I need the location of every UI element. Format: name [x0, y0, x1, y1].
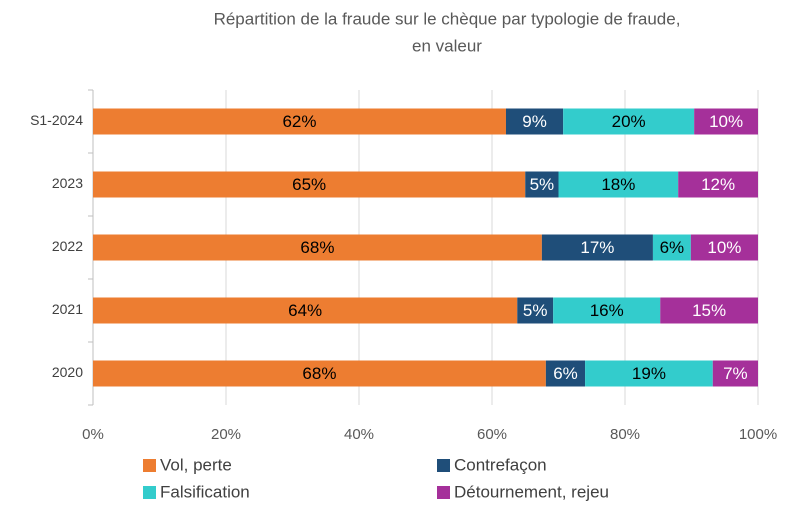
y-tick-label: S1-2024 — [30, 112, 83, 128]
bar-segment — [525, 171, 559, 198]
legend-label: Falsification — [160, 482, 250, 501]
bar-segment — [558, 171, 679, 198]
legend-swatch — [143, 459, 156, 472]
chart-title: en valeur — [412, 36, 482, 55]
data-label: 64% — [288, 301, 322, 320]
bar-segment — [652, 234, 691, 261]
bar-segment — [712, 360, 758, 387]
bar-segment — [93, 234, 542, 261]
data-label: 68% — [302, 364, 336, 383]
data-label: 19% — [632, 364, 666, 383]
x-tick-label: 20% — [211, 426, 241, 443]
legend-label: Vol, perte — [160, 455, 232, 474]
data-label: 17% — [580, 238, 614, 257]
bar-segment — [585, 360, 713, 387]
x-tick-label: 40% — [344, 426, 374, 443]
y-tick-label: 2020 — [52, 364, 83, 380]
data-label: 7% — [723, 364, 748, 383]
x-tick-label: 100% — [739, 426, 777, 443]
bar-segment — [93, 297, 518, 324]
bar-segment — [545, 360, 586, 387]
bar-segment — [93, 171, 526, 198]
y-tick-label: 2023 — [52, 175, 83, 191]
data-label: 20% — [612, 112, 646, 131]
legend-swatch — [143, 486, 156, 499]
legend-swatch — [437, 486, 450, 499]
data-label: 6% — [660, 238, 685, 257]
bar-segment — [93, 108, 506, 135]
data-label: 10% — [709, 112, 743, 131]
data-label: 15% — [692, 301, 726, 320]
y-tick-label: 2022 — [52, 238, 83, 254]
data-label: 5% — [523, 301, 548, 320]
bar-segment — [541, 234, 653, 261]
data-label: 12% — [701, 175, 735, 194]
bar-segment — [694, 108, 758, 135]
bar-segment — [690, 234, 758, 261]
bar-segment — [93, 360, 546, 387]
bar-segment — [678, 171, 758, 198]
bar-segment — [505, 108, 564, 135]
legend-label: Détournement, rejeu — [454, 482, 609, 501]
x-tick-label: 60% — [477, 426, 507, 443]
bar-segment — [563, 108, 695, 135]
data-label: 68% — [300, 238, 334, 257]
data-label: 6% — [553, 364, 578, 383]
data-label: 16% — [590, 301, 624, 320]
data-label: 62% — [282, 112, 316, 131]
legend-label: Contrefaçon — [454, 455, 547, 474]
y-tick-label: 2021 — [52, 301, 83, 317]
x-tick-label: 0% — [82, 426, 104, 443]
data-label: 5% — [530, 175, 555, 194]
bar-segment — [553, 297, 661, 324]
bar-segment — [660, 297, 758, 324]
data-label: 9% — [522, 112, 547, 131]
bar-segment — [517, 297, 554, 324]
data-label: 10% — [707, 238, 741, 257]
chart-title: Répartition de la fraude sur le chèque p… — [214, 9, 681, 28]
x-tick-label: 80% — [610, 426, 640, 443]
data-label: 65% — [292, 175, 326, 194]
data-label: 18% — [601, 175, 635, 194]
legend-swatch — [437, 459, 450, 472]
